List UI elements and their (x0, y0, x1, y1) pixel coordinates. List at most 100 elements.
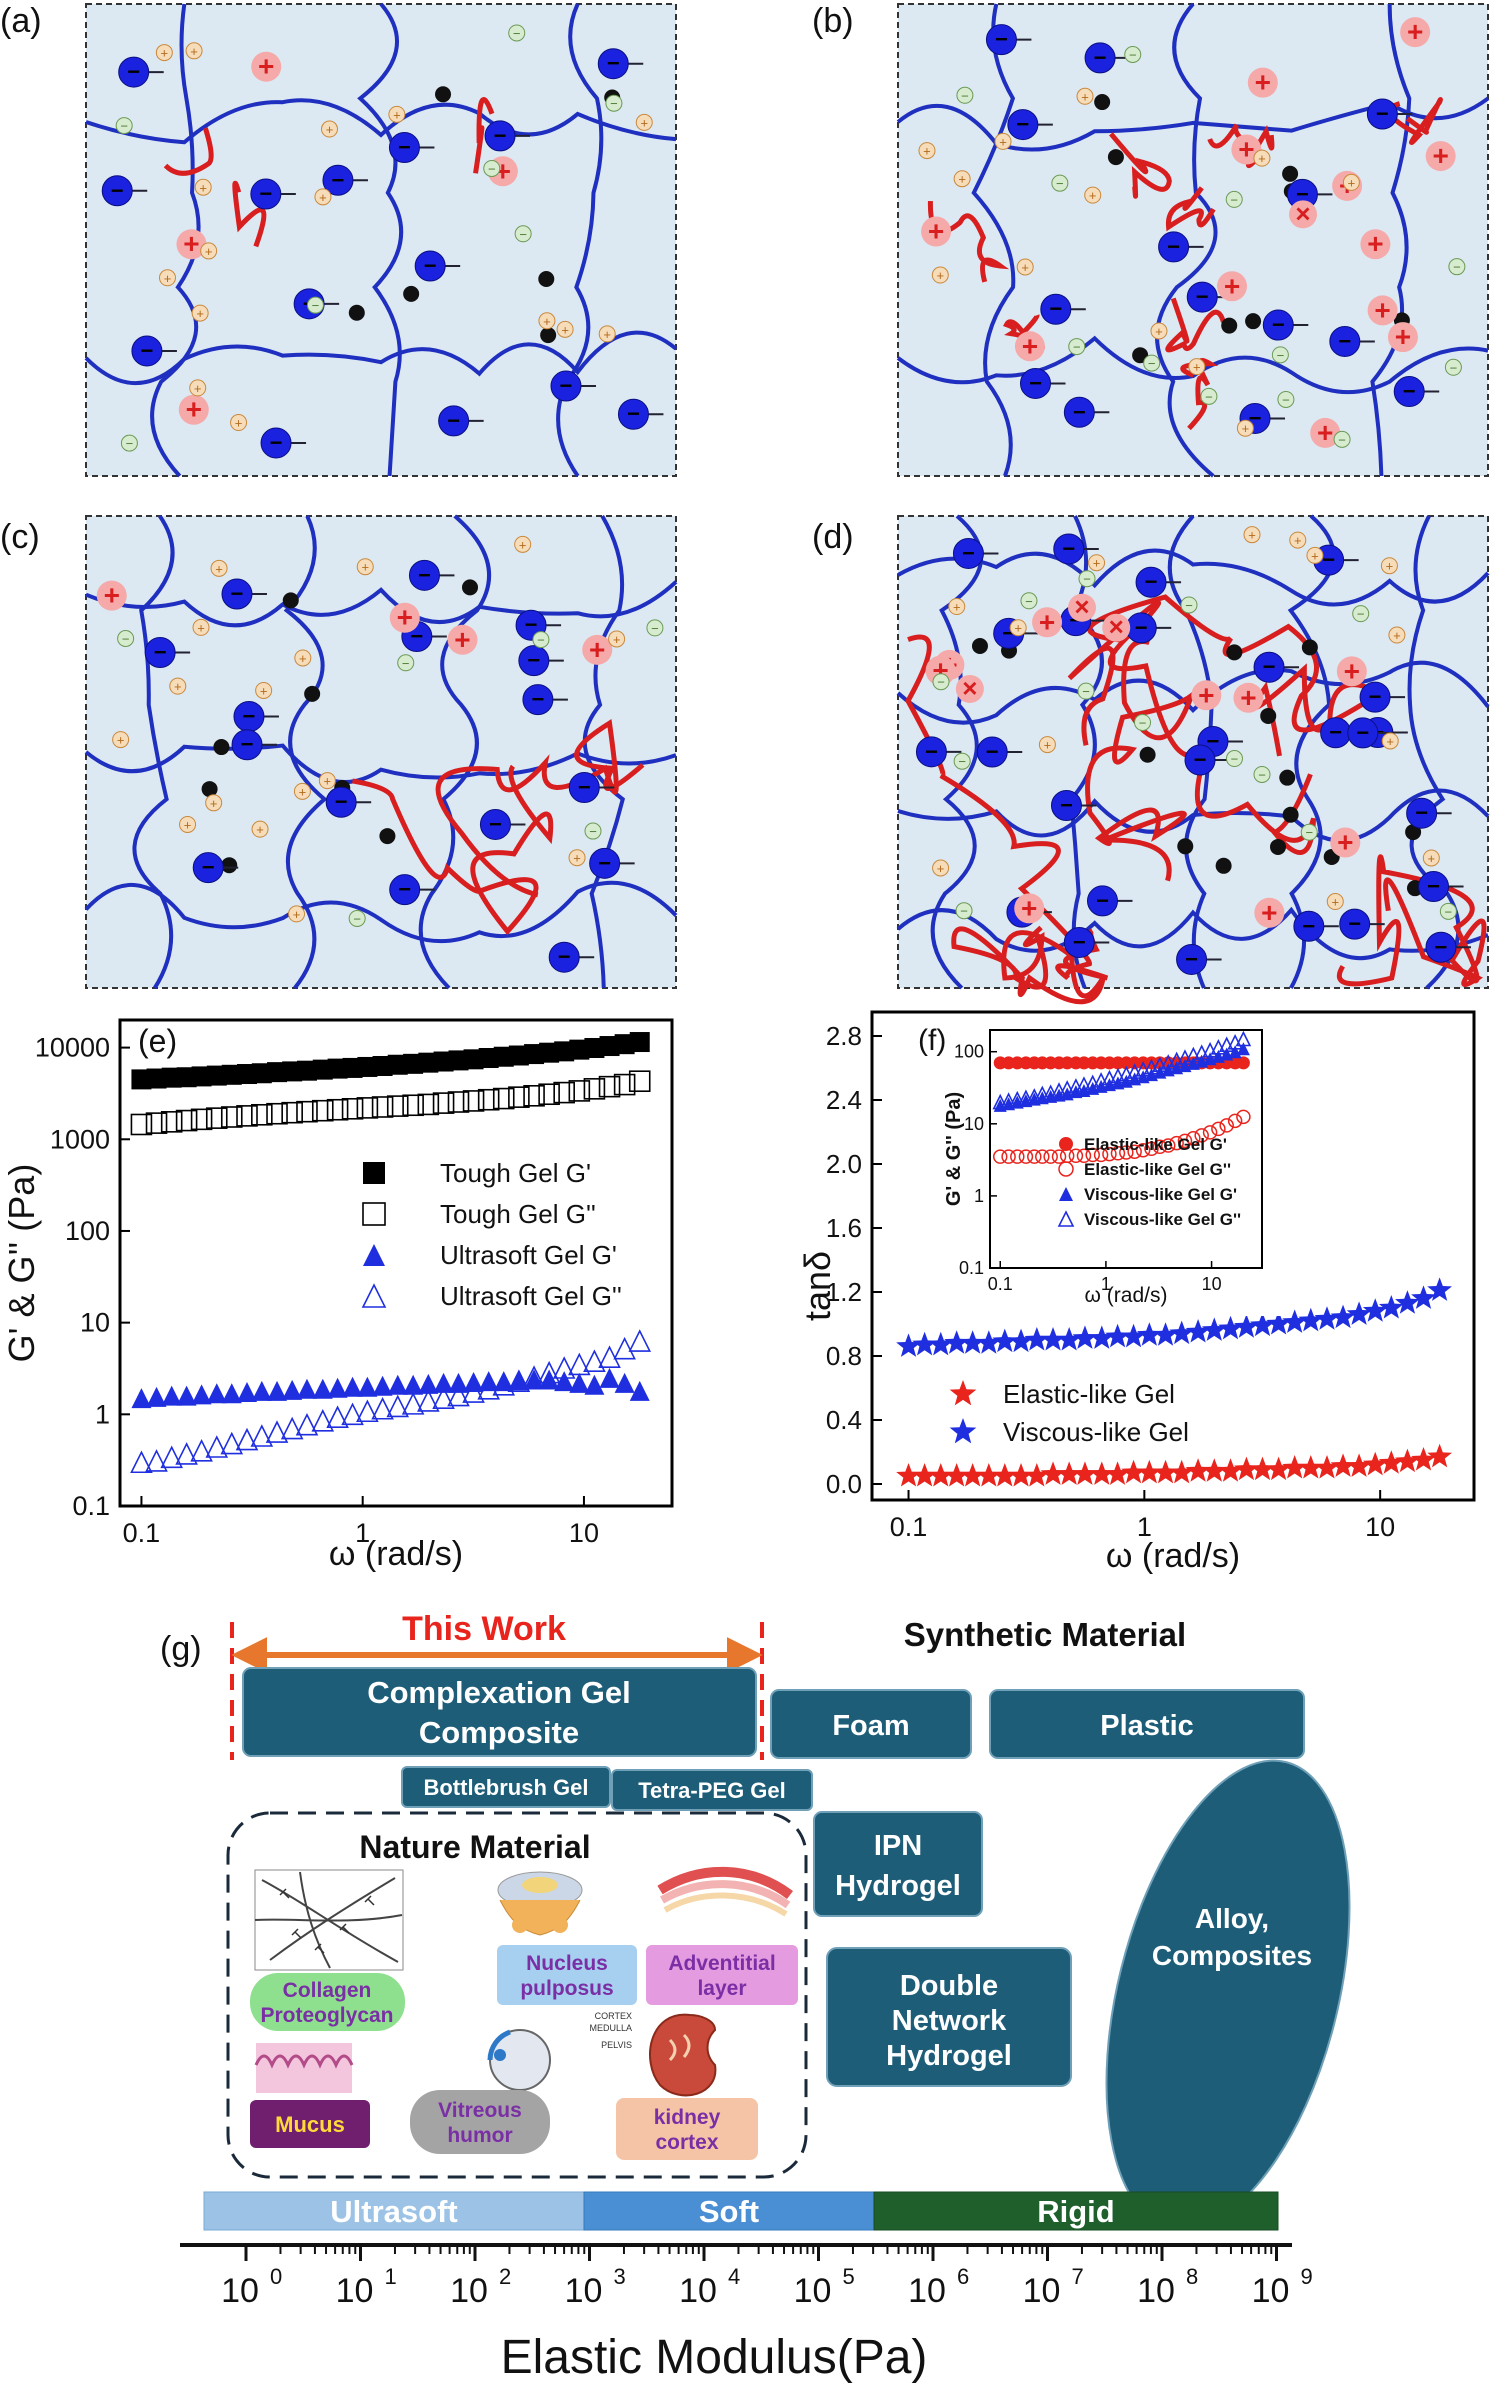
fixed-anion-icon (1393, 376, 1425, 408)
network-chain (85, 98, 677, 145)
fixed-anion-icon (1007, 109, 1039, 141)
soft-label: Soft (699, 2194, 759, 2229)
data-point (524, 1369, 545, 1390)
svg-text:CORTEX: CORTEX (595, 2011, 632, 2021)
fixed-anion-symbol: − (418, 562, 431, 587)
data-point (356, 1399, 379, 1423)
free-cation-icon (192, 618, 210, 636)
adventitial-illustration (657, 1866, 793, 1917)
adventitial-label-2: layer (697, 1977, 746, 2000)
data-point (1059, 1137, 1073, 1151)
foam-label: Foam (832, 1710, 909, 1742)
data-point (478, 1371, 499, 1392)
series-1 (896, 1277, 1452, 1357)
free-cation-icon (191, 304, 209, 322)
data-point (1177, 1133, 1193, 1149)
free-anion-symbol: − (1205, 389, 1213, 404)
free-cation-icon (230, 414, 248, 432)
series-0 (131, 1032, 650, 1090)
free-cation-symbol: + (1242, 421, 1250, 436)
fixed-anion-icon (1425, 931, 1457, 963)
data-point (160, 1445, 183, 1469)
data-point (237, 1382, 258, 1403)
data-point (1101, 1069, 1118, 1086)
fixed-anion-icon (1406, 797, 1438, 829)
data-point (403, 1374, 424, 1395)
data-point (1330, 1453, 1356, 1477)
free-cation-symbol: + (194, 381, 202, 396)
data-point (628, 1329, 652, 1352)
bound-cation-icon (582, 634, 613, 665)
fixed-anion-symbol: − (154, 640, 167, 665)
chart-e: (e) 0.1 1 10 0.1 1 10 100 1000 10000 ω (rad/s) G' &… (1, 1018, 674, 1573)
panel-label-c: (c) (0, 518, 40, 556)
free-anion-icon (1253, 765, 1271, 783)
free-cation-symbol: + (519, 537, 527, 552)
kidney-illustration: CORTEX MEDULLA PELVIS (589, 2011, 717, 2097)
inset-y-tick-label: 0.1 (959, 1258, 984, 1278)
data-point (1234, 1314, 1259, 1338)
data-point (1034, 1085, 1051, 1102)
data-point (1110, 1146, 1126, 1161)
data-point (191, 1384, 212, 1405)
fixed-anion-symbol: − (1296, 181, 1309, 206)
fixed-anion-symbol: − (1167, 234, 1180, 259)
mucus-illustration (254, 2043, 354, 2093)
free-anion-icon (584, 822, 602, 840)
free-anion-symbol: − (1185, 598, 1193, 613)
data-point (205, 1435, 229, 1458)
bound-cation-symbol: + (495, 155, 511, 186)
crosslink-node (379, 828, 396, 845)
fixed-anion-icon (322, 164, 354, 196)
crosslink-node (304, 685, 321, 702)
x-axis-label: ω (rad/s) (329, 1535, 463, 1573)
free-anion-icon (956, 86, 974, 104)
data-point (493, 1046, 514, 1067)
crosslink-node (403, 285, 420, 302)
data-point (176, 1385, 197, 1406)
free-anion-symbol: − (1450, 360, 1458, 375)
free-cation-symbol: + (197, 620, 205, 635)
fixed-anion-symbol: − (1302, 913, 1315, 938)
data-point (539, 1042, 560, 1063)
network-chain (132, 514, 175, 990)
free-cation-icon (608, 630, 626, 648)
free-cation-symbol: + (210, 796, 218, 811)
free-anion-icon (1077, 682, 1095, 700)
vitreous-pill (410, 2090, 550, 2154)
crosslink-node (213, 739, 230, 756)
free-cation-symbol: + (613, 632, 621, 647)
free-cation-symbol: + (174, 679, 182, 694)
modulus-tick-exponent: 3 (614, 2264, 626, 2289)
data-point (463, 1049, 484, 1070)
free-anion-symbol: − (519, 227, 527, 242)
modulus-tick-label: 10 (221, 2272, 259, 2310)
data-point (267, 1380, 288, 1401)
free-anion-icon (1225, 190, 1243, 208)
free-cation-symbol: + (256, 822, 264, 837)
free-cation-symbol: + (184, 817, 192, 832)
network-chain (896, 906, 1489, 961)
rigid-bar (873, 2191, 1279, 2231)
data-point (1089, 1461, 1115, 1485)
bound-cation-icon (96, 580, 127, 611)
fixed-anion-icon (522, 684, 554, 716)
data-point (191, 1066, 212, 1087)
free-cation-icon (1038, 736, 1056, 754)
modulus-tick-exponent: 4 (728, 2264, 740, 2289)
fixed-anion-icon (1329, 325, 1361, 357)
free-cation-icon (932, 859, 950, 877)
crosslink-cation-symbol: × (1109, 612, 1124, 642)
free-cation-symbol: + (199, 180, 207, 195)
crosslink-node (1282, 806, 1299, 823)
data-point (613, 1073, 636, 1096)
data-point (326, 1405, 349, 1429)
free-cation-symbol: + (361, 560, 369, 575)
series-3 (130, 1329, 652, 1474)
data-point (569, 1372, 590, 1393)
free-cation-symbol: + (161, 46, 169, 61)
fixed-anion-symbol: − (259, 181, 272, 206)
kidney-label-1: kidney (654, 2106, 721, 2129)
fixed-anion-icon (1063, 396, 1095, 428)
network-chain (896, 660, 1490, 725)
